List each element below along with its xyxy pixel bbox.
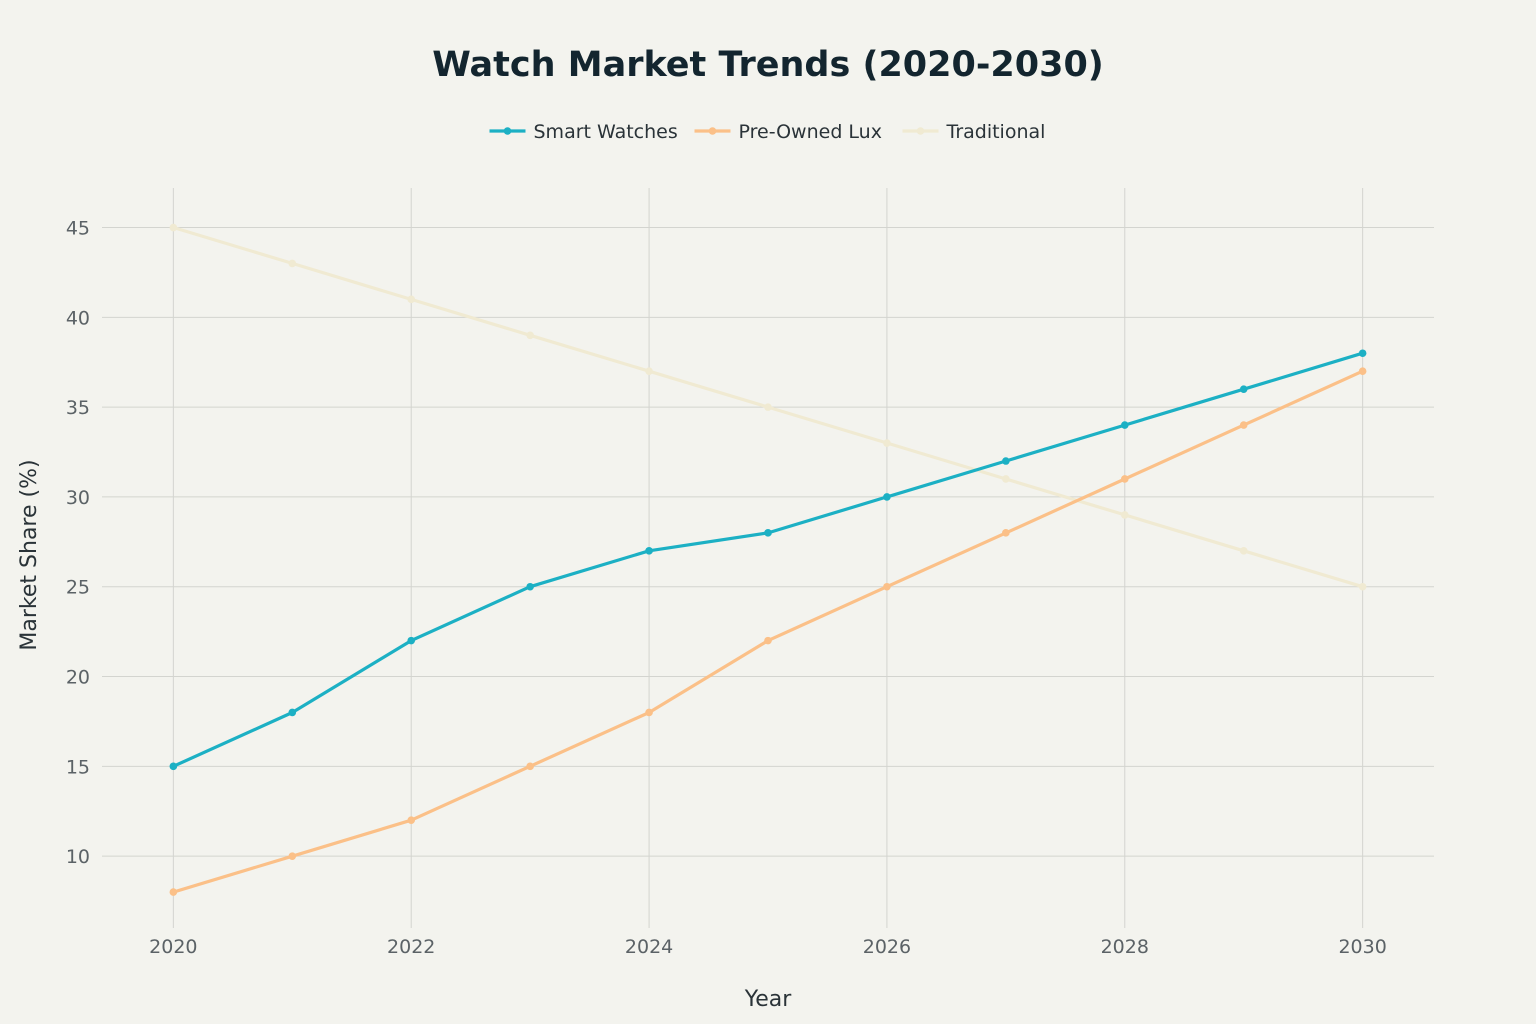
point-smart-watches-2020	[169, 762, 178, 771]
series-traditional	[169, 223, 1367, 591]
y-tick-label-3: 25	[66, 577, 90, 599]
x-axis-label: Year	[744, 987, 793, 1012]
point-pre-owned-lux-2020	[169, 888, 178, 896]
point-traditional-2023	[526, 331, 534, 340]
y-tick-label-0: 10	[66, 846, 90, 868]
point-smart-watches-2022	[407, 636, 416, 645]
point-smart-watches-2025	[764, 529, 772, 537]
legend-marker-smart-watches	[503, 127, 512, 135]
series-line-pre-owned-lux	[171, 369, 1365, 894]
point-pre-owned-lux-2028	[1120, 475, 1129, 483]
point-smart-watches-2021	[288, 708, 297, 717]
legend-label-smart-watches: Smart Watches	[534, 121, 678, 143]
x-gridlines	[172, 188, 1364, 928]
point-pre-owned-lux-2027	[1002, 529, 1010, 537]
point-pre-owned-lux-2021	[288, 852, 297, 860]
x-tick-label-5: 2030	[1338, 936, 1386, 958]
point-pre-owned-lux-2030	[1358, 367, 1367, 376]
point-smart-watches-2028	[1120, 421, 1129, 429]
legend-marker-traditional	[916, 127, 925, 135]
y-tick-label-4: 30	[66, 487, 90, 509]
x-tick-label-0: 2020	[149, 936, 197, 958]
x-tick-label-1: 2022	[387, 936, 435, 958]
y-gridlines	[102, 227, 1434, 857]
legend-marker-pre-owned-lux	[708, 127, 717, 135]
point-smart-watches-2023	[526, 582, 534, 591]
point-pre-owned-lux-2026	[883, 582, 891, 591]
x-tick-label-4: 2028	[1101, 936, 1149, 958]
series-layer	[169, 223, 1367, 896]
y-axis-label: Market Share (%)	[17, 459, 42, 650]
y-tick-label-7: 45	[66, 218, 90, 240]
point-smart-watches-2026	[883, 493, 891, 501]
x-tick-label-2: 2024	[625, 936, 673, 958]
point-traditional-2030	[1358, 582, 1367, 591]
series-pre-owned-lux	[169, 367, 1367, 896]
point-pre-owned-lux-2024	[645, 708, 653, 717]
point-pre-owned-lux-2023	[526, 762, 534, 771]
point-traditional-2028	[1120, 511, 1129, 519]
point-pre-owned-lux-2025	[764, 636, 772, 645]
point-traditional-2026	[883, 439, 891, 447]
point-traditional-2027	[1002, 475, 1010, 483]
point-smart-watches-2024	[645, 547, 653, 555]
point-traditional-2020	[169, 223, 178, 232]
x-tick-label-3: 2026	[863, 936, 911, 958]
point-traditional-2021	[288, 259, 297, 268]
series-line-smart-watches	[171, 351, 1365, 768]
legend-item-smart-watches: Smart Watches	[489, 121, 678, 143]
legend: Smart Watches Pre-Owned Lux Traditional	[489, 121, 1046, 143]
series-smart-watches	[169, 349, 1367, 771]
y-tick-label-6: 40	[66, 307, 90, 329]
legend-label-pre-owned-lux: Pre-Owned Lux	[739, 121, 882, 143]
y-tick-label-5: 35	[66, 397, 90, 419]
y-axis-ticks: 10 15 20 25 30 35 40 45	[66, 218, 90, 869]
point-pre-owned-lux-2022	[407, 816, 416, 825]
x-axis-ticks: 2020 2022 2024 2026 2028 2030	[149, 936, 1387, 958]
point-smart-watches-2030	[1358, 349, 1367, 358]
y-tick-label-2: 20	[66, 667, 90, 689]
legend-item-traditional: Traditional	[902, 121, 1046, 143]
point-traditional-2029	[1239, 547, 1248, 555]
point-smart-watches-2029	[1239, 385, 1248, 393]
legend-label-traditional: Traditional	[946, 121, 1046, 143]
point-traditional-2022	[407, 295, 416, 304]
legend-item-pre-owned-lux: Pre-Owned Lux	[694, 121, 882, 143]
point-pre-owned-lux-2029	[1239, 421, 1248, 429]
point-smart-watches-2027	[1002, 457, 1010, 465]
point-traditional-2025	[764, 403, 772, 411]
y-tick-label-1: 15	[66, 756, 90, 778]
point-traditional-2024	[645, 367, 653, 376]
chart-title: Watch Market Trends (2020-2030)	[432, 45, 1104, 85]
